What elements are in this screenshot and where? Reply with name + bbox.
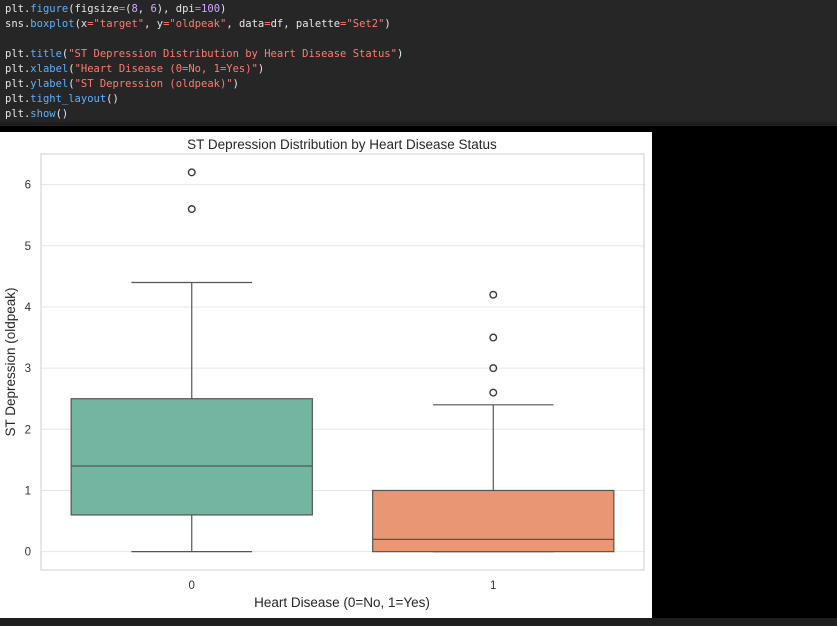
code-token: , data: [226, 18, 265, 30]
code-token: (: [125, 3, 132, 15]
figure: 0 1 2 3 4 5 6 0 1 ST Depression Distribution by …: [0, 132, 652, 618]
outlier-point: [489, 333, 498, 342]
code-token: (: [68, 63, 75, 75]
code-token: boxplot: [30, 18, 75, 30]
code-token: (: [68, 78, 75, 90]
y-tick-label: 1: [25, 485, 31, 497]
code-line: plt.ylabel("ST Depression (oldpeak)"): [5, 77, 239, 91]
code-token: ): [257, 63, 265, 75]
code-token: =: [340, 18, 347, 30]
code-line: plt.figure(figsize=(8, 6), dpi=100): [5, 2, 226, 16]
y-tick-label: 2: [25, 424, 31, 436]
code-line: plt.title("ST Depression Distribution by…: [5, 47, 403, 61]
box-iqr: [372, 489, 615, 553]
code-token: ), dpi: [156, 3, 195, 15]
code-token: "Set2": [346, 18, 385, 30]
code-token: tight_layout: [30, 93, 107, 105]
code-token: ,: [137, 3, 151, 15]
code-token: plt.: [5, 93, 31, 105]
code-token: plt.: [5, 3, 31, 15]
outlier-point: [489, 290, 498, 299]
boxplot-chart: 0 1 2 3 4 5 6 0 1 ST Depression Distribution by …: [3, 137, 645, 610]
code-token: title: [30, 48, 62, 60]
code-token: "oldpeak": [169, 18, 227, 30]
code-token: 6: [150, 3, 157, 15]
outlier-point: [187, 168, 196, 177]
code-token: sns.: [5, 18, 31, 30]
code-token: 100: [201, 3, 221, 15]
output-footer: [0, 618, 837, 626]
code-line: plt.show(): [5, 107, 68, 121]
x-tick-label: 1: [490, 580, 496, 592]
code-token: (): [106, 93, 119, 105]
code-token: plt.: [5, 78, 31, 90]
code-token: plt.: [5, 108, 31, 120]
y-tick-label: 0: [25, 547, 31, 559]
code-line: sns.boxplot(x="target", y="oldpeak", dat…: [5, 17, 391, 31]
code-token: =: [163, 18, 170, 30]
code-token: figure: [30, 3, 69, 15]
code-token: "Heart Disease (0=No, 1=Yes)": [74, 63, 258, 75]
plot-frame: [40, 153, 645, 571]
y-tick-label: 4: [25, 302, 32, 314]
code-token: , y: [144, 18, 164, 30]
code-token: =: [194, 3, 202, 15]
code-token: show: [30, 108, 56, 120]
code-token: ): [396, 48, 404, 60]
code-token: plt.: [5, 48, 31, 60]
code-token: ylabel: [30, 78, 69, 90]
x-tick-label: 0: [189, 580, 195, 592]
code-token: df, palette: [270, 18, 341, 30]
y-axis-label: ST Depression (oldpeak): [3, 287, 18, 436]
box-group-0: [70, 168, 313, 553]
code-token: (): [55, 108, 69, 120]
code-token: 8: [131, 3, 138, 15]
outlier-point: [489, 364, 498, 373]
code-token: ): [232, 78, 239, 90]
code-token: "ST Depression Distribution by Heart Dis…: [68, 48, 397, 60]
code-token: =: [118, 3, 126, 15]
y-tick-label: 5: [25, 241, 31, 253]
code-token: "ST Depression (oldpeak)": [74, 78, 233, 90]
code-cell[interactable]: plt.figure(figsize=(8, 6), dpi=100) sns.b…: [0, 0, 837, 126]
code-token: "target": [93, 18, 145, 30]
outlier-point: [187, 205, 196, 214]
code-token: =: [87, 18, 94, 30]
code-token: (: [61, 48, 69, 60]
code-token: plt.: [5, 63, 31, 75]
box-iqr: [70, 398, 313, 516]
code-editor[interactable]: plt.figure(figsize=(8, 6), dpi=100) sns.b…: [0, 0, 837, 122]
code-token: ): [384, 18, 391, 30]
box-group-1: [372, 290, 615, 553]
outlier-point: [489, 388, 498, 397]
y-tick-label: 6: [25, 180, 31, 192]
x-axis-label: Heart Disease (0=No, 1=Yes): [254, 595, 430, 610]
code-line: plt.xlabel("Heart Disease (0=No, 1=Yes)"…: [5, 62, 264, 76]
code-token: xlabel: [30, 63, 69, 75]
y-tick-label: 3: [25, 363, 31, 375]
chart-title: ST Depression Distribution by Heart Dise…: [187, 137, 497, 152]
code-token: (x: [74, 18, 88, 30]
code-token: =: [264, 18, 271, 30]
code-line: plt.tight_layout(): [5, 92, 119, 106]
code-token: (figsize: [68, 3, 119, 15]
code-token: ): [220, 3, 227, 15]
